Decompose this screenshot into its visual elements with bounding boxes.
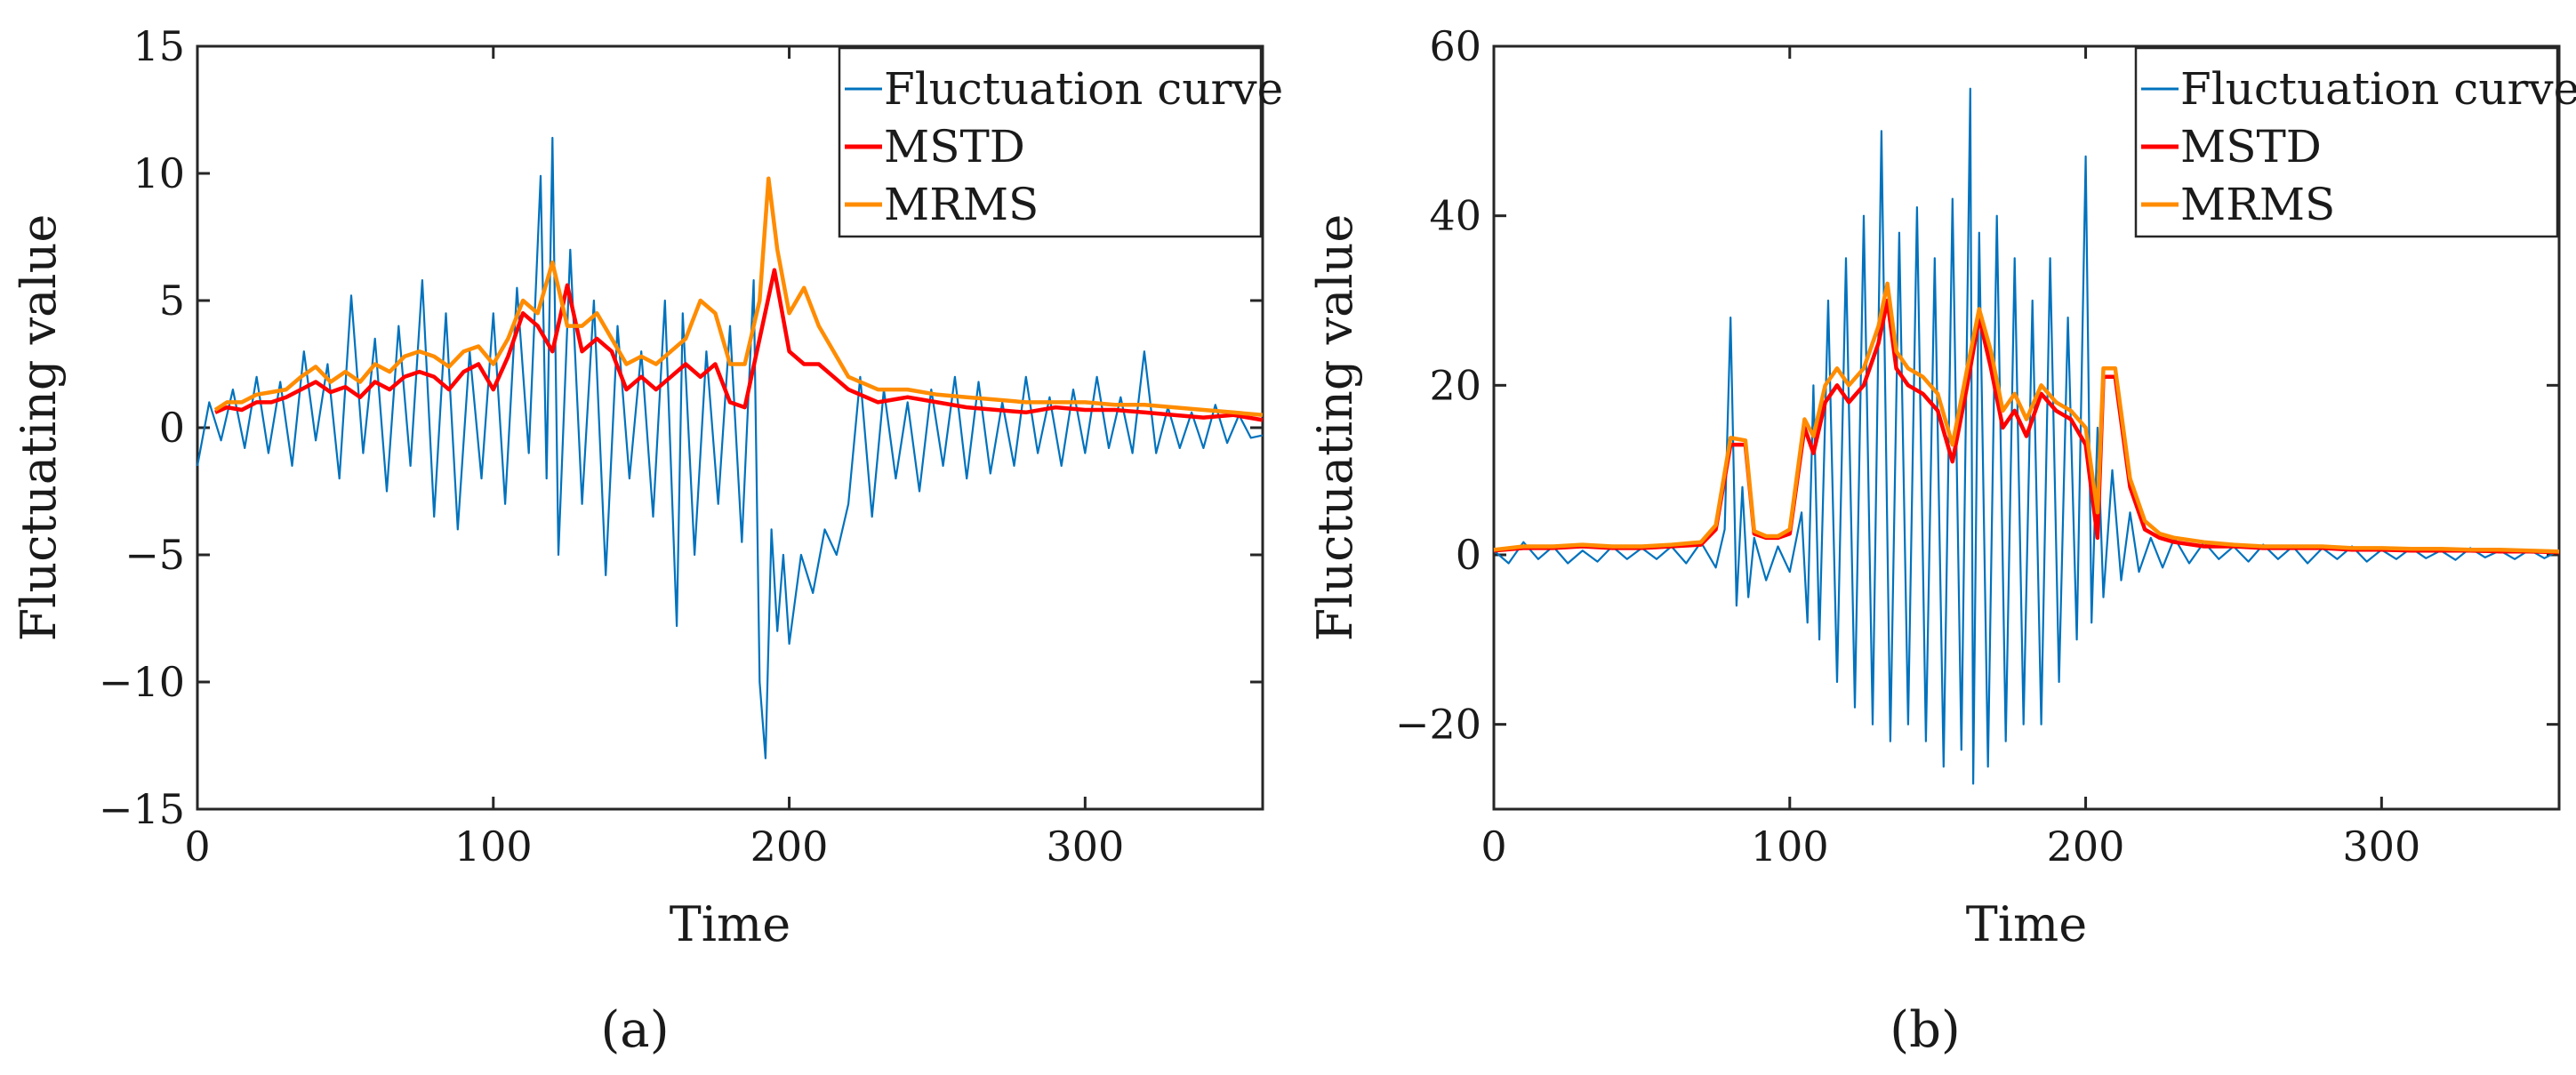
y-tick-label: 0	[1456, 531, 1481, 579]
panel-label-a: (a)	[600, 1001, 669, 1059]
legend-label-mrms-b: MRMS	[2180, 179, 2335, 230]
y-tick-label: 15	[132, 22, 185, 70]
legend-label-mrms-a: MRMS	[884, 179, 1039, 230]
series-line-mstd	[1493, 298, 2560, 555]
ticks-a: 0 100 200 300 −15 −10 −5 0 5 10 15	[99, 22, 1263, 870]
x-axis-label-a: Time	[670, 896, 790, 952]
legend-label-mstd-b: MSTD	[2180, 121, 2322, 172]
y-axis-label-a: Fluctuating value	[11, 214, 67, 642]
x-tick-label: 0	[184, 822, 210, 870]
y-tick-label: 0	[159, 404, 185, 452]
x-axis-label-b: Time	[1966, 896, 2087, 952]
legend-box-a	[838, 46, 1263, 238]
y-tick-label: −5	[124, 531, 185, 579]
y-tick-label: 5	[159, 277, 185, 325]
y-tick-label: −10	[99, 658, 185, 706]
legend-label-fluctuation-a: Fluctuation curve	[884, 63, 1283, 115]
chart-panel-b: 0 100 200 300 −20 0 20 40 60 Fluctuation curve M…	[1307, 22, 2576, 1059]
chart-panel-a: 0 100 200 300 −15 −10 −5 0 5 10 15 Fluctuation cur…	[11, 22, 1283, 1059]
y-tick-label: −15	[99, 785, 185, 833]
x-tick-label: 300	[1046, 822, 1124, 870]
y-tick-label: 10	[132, 149, 185, 197]
legend-a: Fluctuation curve MSTD MRMS	[838, 46, 1283, 238]
y-tick-label: 20	[1429, 361, 1481, 409]
panel-label-b: (b)	[1890, 1001, 1961, 1059]
series-line-fluctuation-curve	[196, 136, 1264, 759]
series-a	[196, 136, 1264, 759]
series-line-mrms	[213, 176, 1264, 417]
series-line-mstd	[214, 268, 1264, 422]
legend-b: Fluctuation curve MSTD MRMS	[2134, 46, 2576, 238]
x-tick-label: 0	[1481, 822, 1506, 870]
y-axis-label-b: Fluctuating value	[1307, 214, 1363, 642]
series-line-mrms	[1493, 281, 2560, 554]
y-tick-label: 60	[1429, 22, 1481, 70]
legend-label-mstd-a: MSTD	[884, 121, 1025, 172]
x-tick-label: 100	[1751, 822, 1829, 870]
y-tick-label: 40	[1429, 192, 1481, 240]
legend-label-fluctuation-b: Fluctuation curve	[2180, 63, 2576, 115]
x-tick-label: 200	[2047, 822, 2125, 870]
x-tick-label: 200	[750, 822, 829, 870]
plot-frame-b	[1492, 44, 2561, 811]
legend-box-b	[2134, 46, 2559, 238]
y-tick-label: −20	[1395, 701, 1481, 749]
x-tick-label: 100	[454, 822, 533, 870]
x-tick-label: 300	[2342, 822, 2420, 870]
ticks-b: 0 100 200 300 −20 0 20 40 60	[1395, 22, 2559, 870]
series-b	[1493, 87, 2560, 785]
